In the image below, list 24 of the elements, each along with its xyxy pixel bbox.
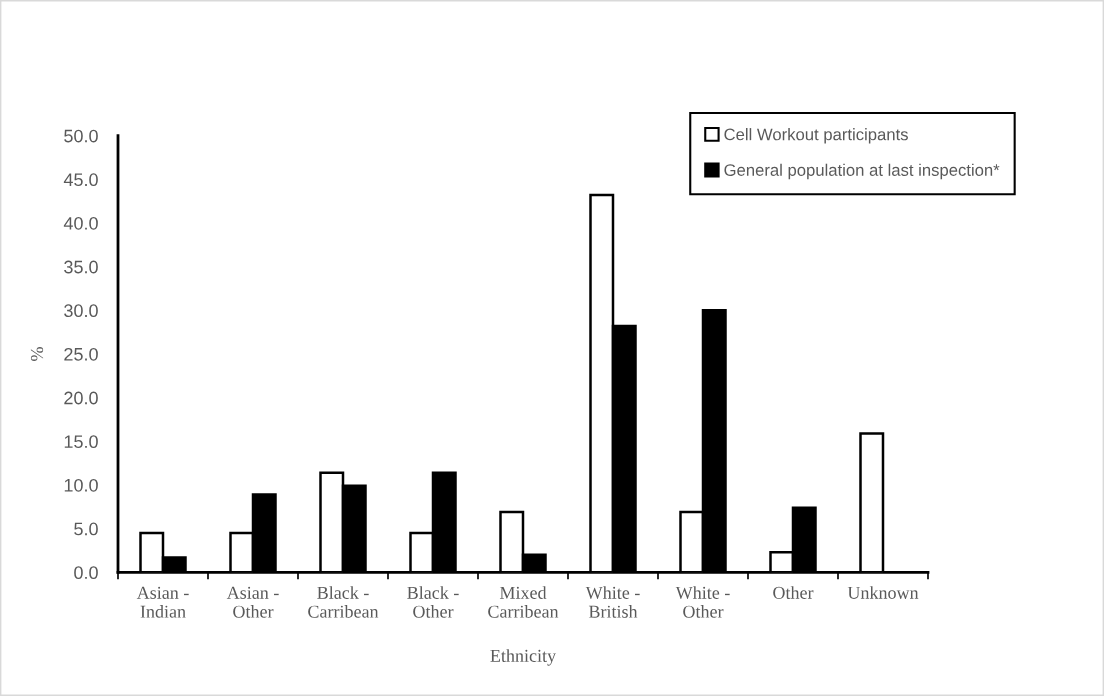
x-tick-label: Asian - Indian xyxy=(136,586,189,618)
x-tick-label: White - Other xyxy=(675,586,730,618)
x-axis-title: Ethnicity xyxy=(490,649,557,666)
x-tick-label: Mixed Carribean xyxy=(488,586,559,618)
x-tick-label: Black - Other xyxy=(407,586,459,618)
legend-label: Cell Workout participants xyxy=(724,128,908,144)
y-tick-label: 50.0 xyxy=(64,129,98,143)
y-tick-label: 10.0 xyxy=(64,478,98,492)
x-tick-label: Black - Carribean xyxy=(308,586,379,618)
y-tick-label: 30.0 xyxy=(64,304,98,318)
y-tick-label: 25.0 xyxy=(64,347,98,361)
x-tick-label: Asian - Other xyxy=(226,586,279,618)
y-tick-label: 35.0 xyxy=(64,260,98,274)
x-tick-label: White - British xyxy=(585,586,640,618)
y-axis-title: % xyxy=(30,347,44,361)
y-tick-label: 45.0 xyxy=(63,173,98,187)
y-tick-label: 5.0 xyxy=(74,522,98,536)
y-tick-label: 15.0 xyxy=(64,435,98,449)
y-tick-label: 40.0 xyxy=(63,216,98,230)
y-tick-label: 20.0 xyxy=(64,391,98,405)
y-tick-label: 0.0 xyxy=(74,566,98,580)
x-tick-label: Unknown xyxy=(847,586,919,599)
x-tick-label: Other xyxy=(773,586,814,599)
legend-label: General population at last inspection* xyxy=(724,163,1000,180)
